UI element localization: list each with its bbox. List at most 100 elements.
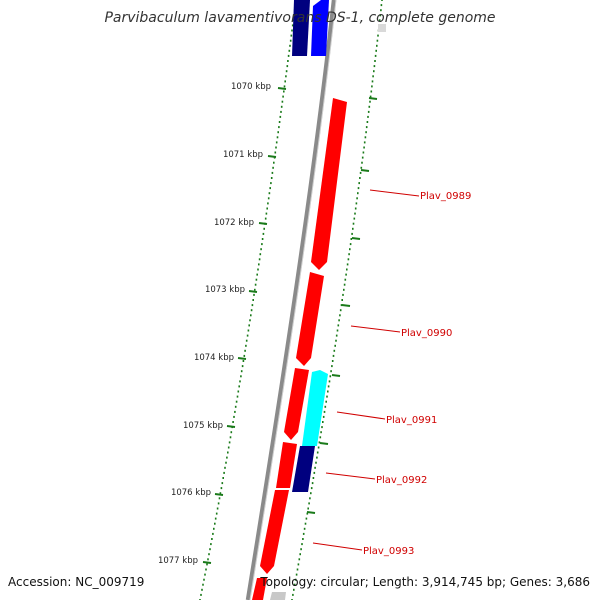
outer-scale-dot <box>319 436 322 439</box>
inner-scale-dot <box>254 288 256 291</box>
inner-scale-dot <box>275 146 277 149</box>
outer-scale-dot <box>364 136 367 139</box>
gene-label-plav-0989[interactable]: Plav_0989 <box>420 191 471 202</box>
outer-scale-dot <box>302 538 304 540</box>
outer-scale-dot <box>321 426 323 429</box>
outer-scale-dot <box>334 344 336 347</box>
inner-scale-dot <box>217 502 220 505</box>
outer-scale-dot <box>332 354 335 357</box>
outer-scale-dot <box>307 507 309 510</box>
scale-ring-dots <box>199 0 383 600</box>
inner-scale-dot <box>242 360 245 362</box>
outer-scale-dot <box>301 543 303 546</box>
inner-scale-dot <box>229 436 232 439</box>
outer-scale-dot <box>333 349 336 352</box>
outer-scale-dot <box>335 334 338 337</box>
inner-scale-dot <box>245 339 248 342</box>
outer-scale-dot <box>338 319 340 322</box>
outer-scale-dot <box>300 548 302 551</box>
outer-scale-dot <box>340 304 343 307</box>
outer-scale-dot <box>376 39 379 42</box>
gene-feature-bottom-red[interactable] <box>252 578 267 600</box>
inner-scale-dot <box>267 202 269 205</box>
inner-scale-dot <box>216 507 219 510</box>
map-title: Parvibaculum lavamentivorans DS-1, compl… <box>104 10 495 26</box>
inner-scale-dot <box>249 319 251 322</box>
inner-scale-dot <box>232 421 234 423</box>
outer-scale-dot <box>296 568 299 571</box>
gene-label-plav-0990[interactable]: Plav_0990 <box>401 328 452 339</box>
outer-scale-dot <box>367 110 370 113</box>
outer-scale-dot <box>304 522 307 525</box>
inner-scale-dot <box>239 380 241 383</box>
gene-label-plav-0991[interactable]: Plav_0991 <box>386 415 437 426</box>
gene-feature-plav-0991-cyan[interactable] <box>302 370 328 446</box>
gene-feature-blue-top[interactable] <box>311 0 329 56</box>
outer-scale-dot <box>339 314 341 317</box>
outer-scale-dot <box>329 375 332 378</box>
inner-scale-dot <box>225 461 227 464</box>
gene-feature-top-grey[interactable] <box>378 24 386 32</box>
gene-feature-bottom-grey[interactable] <box>270 592 286 600</box>
inner-scale-dot <box>245 344 247 347</box>
gene-label-plav-0993[interactable]: Plav_0993 <box>363 546 414 557</box>
outer-scale-dot <box>357 187 360 190</box>
outer-scale-dot <box>365 131 367 134</box>
outer-scale-dot <box>302 532 305 535</box>
inner-scale-dot <box>273 161 275 164</box>
inner-scale-dot <box>291 24 294 27</box>
gene-label-plav-0992[interactable]: Plav_0992 <box>376 475 427 486</box>
outer-scale-dot <box>322 421 324 423</box>
inner-scale-dot <box>281 100 284 103</box>
outer-scale-dot <box>378 19 381 22</box>
outer-scale-dot <box>342 293 344 296</box>
inner-scale-dot <box>280 110 282 113</box>
inner-scale-dot <box>247 329 250 332</box>
inner-scale-dot <box>244 349 246 352</box>
outer-scale-dot <box>350 238 353 240</box>
inner-scale-dot <box>278 126 280 129</box>
outer-scale-dot <box>316 456 318 459</box>
outer-scale-dot <box>325 400 327 403</box>
inner-scale-dot <box>203 578 205 581</box>
outer-scale-dot <box>379 14 382 17</box>
outer-scale-dot <box>371 85 373 88</box>
inner-scale-dot <box>266 207 268 210</box>
inner-scale-dot <box>205 568 207 571</box>
inner-scale-dot <box>289 44 291 47</box>
gene-feature-plav-0992-navy[interactable] <box>292 446 315 492</box>
inner-scale-dot <box>240 370 243 373</box>
inner-scale-dot <box>241 365 244 368</box>
gene-feature-plav-0991-red[interactable] <box>284 368 309 440</box>
outer-scale-dot <box>353 217 356 220</box>
outer-scale-dot <box>351 232 353 235</box>
outer-scale-dot <box>356 197 358 200</box>
inner-scale-dot <box>248 324 250 327</box>
outer-scale-dot <box>367 115 369 118</box>
outer-scale-dot <box>345 273 347 276</box>
gene-feature-plav-0993[interactable] <box>260 490 289 574</box>
inner-scale-dot <box>213 527 215 530</box>
inner-scale-dot <box>288 49 291 52</box>
gene-feature-plav-0990[interactable] <box>296 272 324 366</box>
inner-scale-dot <box>224 466 226 469</box>
inner-scale-dot <box>268 192 271 195</box>
inner-scale-dot <box>228 441 231 444</box>
gene-feature-plav-0989[interactable] <box>311 98 347 270</box>
outer-scale-dot <box>371 80 374 83</box>
gene-labels: Plav_0989 Plav_0990 Plav_0991 Plav_0992 … <box>363 191 471 557</box>
inner-scale-dot <box>234 410 236 413</box>
inner-scale-dot <box>270 177 273 179</box>
inner-scale-dot <box>265 212 268 215</box>
outer-scale-dot <box>365 126 368 129</box>
gene-feature-navy-top[interactable] <box>292 0 310 56</box>
outer-scale-dot <box>361 161 363 164</box>
inner-scale-dot <box>289 39 292 42</box>
outer-scale-dot <box>311 482 314 485</box>
gene-feature-plav-0992-red[interactable] <box>276 442 297 488</box>
outer-scale-dot <box>315 461 317 464</box>
accession-text: Accession: NC_009719 <box>8 575 144 589</box>
inner-scale-dot <box>280 105 283 108</box>
